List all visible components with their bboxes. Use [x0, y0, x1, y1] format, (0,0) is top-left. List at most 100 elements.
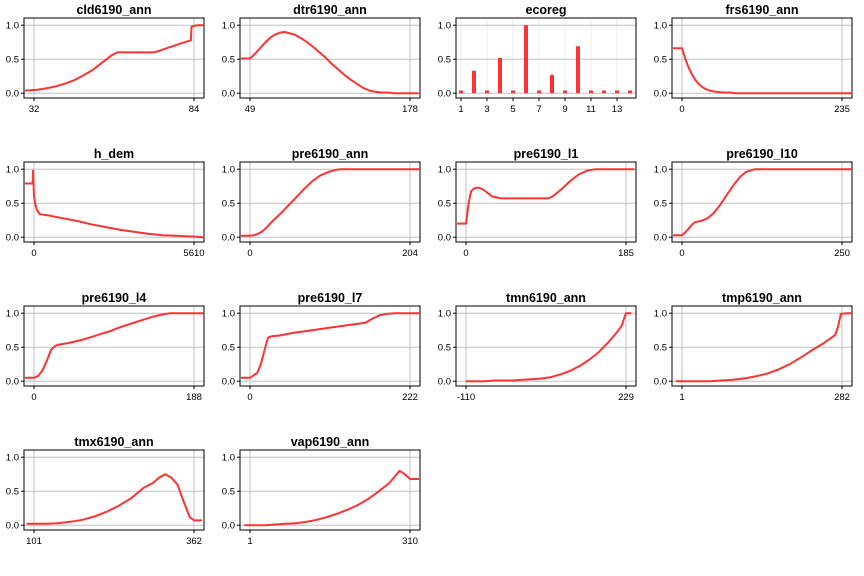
y-tick-label: 0.0: [438, 233, 451, 244]
x-tick-label: 362: [186, 536, 202, 547]
series-line: [25, 312, 203, 379]
bar-7: [537, 90, 541, 94]
plot-frame: [455, 17, 637, 99]
y-tick-label: 1.0: [654, 21, 667, 32]
x-tick-label: 3: [484, 104, 489, 115]
grid-lines: [456, 306, 636, 386]
plot-frame: [239, 305, 421, 387]
grid-lines: [24, 18, 204, 98]
y-tick-label: 0.5: [6, 487, 19, 498]
y-tick-label: 0.5: [222, 487, 235, 498]
plot-frame: [455, 161, 637, 243]
x-tick-label: 250: [834, 248, 850, 259]
x-tick-label: 0: [679, 248, 684, 259]
grid-lines: [240, 18, 420, 98]
plot-frame: [23, 17, 205, 99]
series-line: [241, 312, 419, 379]
series-line: [673, 47, 851, 95]
plot-frame: [239, 17, 421, 99]
series-line: [241, 168, 419, 237]
plot-frame: [23, 449, 205, 531]
x-tick-label: 9: [562, 104, 567, 115]
bar-8: [550, 74, 554, 94]
y-tick-label: 1.0: [222, 21, 235, 32]
bar-2: [472, 70, 476, 94]
bar-5: [511, 90, 515, 94]
y-tick-label: 0.0: [654, 89, 667, 100]
y-tick-label: 0.5: [438, 199, 451, 210]
x-tick-label: 84: [189, 104, 200, 115]
y-tick-label: 0.0: [222, 233, 235, 244]
bar-4: [498, 57, 502, 94]
y-tick-label: 0.0: [6, 89, 19, 100]
x-tick-label: 0: [31, 392, 36, 403]
series-line: [25, 24, 203, 92]
x-tick-label: 1: [679, 392, 684, 403]
bar-12: [602, 90, 606, 94]
x-tick-label: 101: [26, 536, 42, 547]
chart-title: ecoreg: [526, 3, 567, 17]
y-tick-label: 0.5: [654, 199, 667, 210]
plot-frame: [239, 161, 421, 243]
chart-title: dtr6190_ann: [293, 3, 367, 17]
y-tick-label: 0.5: [438, 343, 451, 354]
y-tick-label: 0.5: [654, 55, 667, 66]
plot-frame: [671, 305, 853, 387]
x-tick-label: 32: [29, 104, 40, 115]
y-tick-label: 0.0: [222, 377, 235, 388]
grid-lines: [672, 162, 852, 242]
x-tick-label: 0: [31, 248, 36, 259]
x-tick-label: 5: [510, 104, 515, 115]
y-tick-label: 0.5: [222, 199, 235, 210]
y-tick-label: 1.0: [6, 309, 19, 320]
y-tick-label: 1.0: [6, 21, 19, 32]
chart-panel-tmp6190_ann: tmp6190_ann 0.0 0.5 1.0 1 282: [654, 291, 853, 403]
x-tick-label: 188: [186, 392, 202, 403]
x-tick-label: 1: [247, 536, 252, 547]
x-tick-label: 1: [458, 104, 463, 115]
chart-panel-vap6190_ann: vap6190_ann 0.0 0.5 1.0 1 310: [222, 435, 421, 547]
y-tick-label: 0.0: [6, 521, 19, 532]
y-tick-label: 1.0: [222, 453, 235, 464]
bar-10: [576, 46, 580, 94]
chart-panel-dtr6190_ann: dtr6190_ann 0.0 0.5 1.0 49 178: [222, 3, 421, 115]
x-tick-label: 310: [402, 536, 418, 547]
y-tick-label: 1.0: [654, 309, 667, 320]
y-tick-label: 0.0: [6, 233, 19, 244]
x-tick-label: 49: [245, 104, 256, 115]
x-tick-label: 235: [834, 104, 850, 115]
chart-panel-cld6190_ann: cld6190_ann 0.0 0.5 1.0 32 84: [6, 3, 205, 115]
grid-lines: [240, 162, 420, 242]
chart-panel-tmx6190_ann: tmx6190_ann 0.0 0.5 1.0 101 362: [6, 435, 205, 547]
x-tick-label: 7: [536, 104, 541, 115]
x-tick-label: 229: [618, 392, 634, 403]
y-tick-label: 0.5: [222, 343, 235, 354]
series-line: [25, 169, 203, 239]
x-tick-label: 0: [679, 104, 684, 115]
chart-title: pre6190_l7: [298, 291, 363, 305]
bar-6: [524, 25, 528, 94]
x-tick-label: 185: [618, 248, 634, 259]
grid-lines: [240, 306, 420, 386]
grid-lines: [24, 162, 204, 242]
chart-title: h_dem: [94, 147, 134, 161]
x-tick-label: -110: [457, 392, 475, 403]
series-line: [466, 312, 632, 383]
chart-title: tmn6190_ann: [506, 291, 586, 305]
x-tick-label: 0: [247, 392, 252, 403]
y-tick-label: 1.0: [222, 309, 235, 320]
series-line: [26, 473, 202, 525]
y-tick-label: 0.5: [6, 199, 19, 210]
series-line: [241, 31, 419, 95]
grid-lines: [240, 450, 420, 530]
grid-lines: [456, 18, 636, 98]
chart-title: pre6190_l4: [82, 291, 147, 305]
grid-lines: [672, 18, 852, 98]
grid-lines: [24, 450, 204, 530]
bar-9: [563, 90, 567, 94]
chart-panel-tmn6190_ann: tmn6190_ann 0.0 0.5 1.0 -110 229: [438, 291, 637, 403]
bar-14: [628, 90, 632, 94]
chart-title: frs6190_ann: [726, 3, 799, 17]
bar-11: [589, 90, 593, 94]
